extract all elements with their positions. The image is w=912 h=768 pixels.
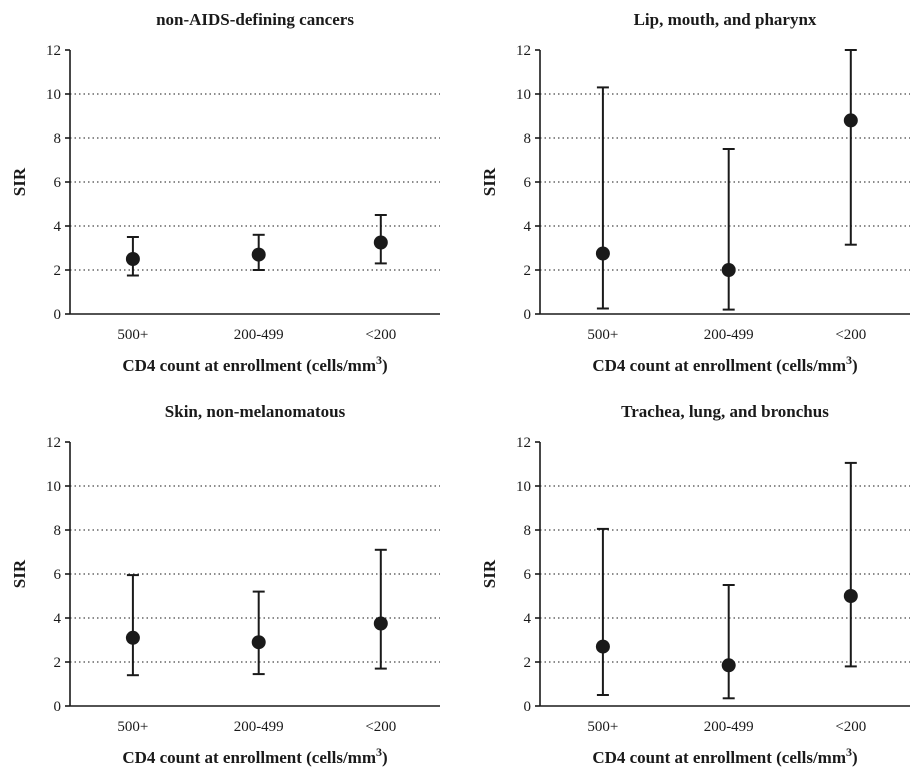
chart-4-y-tick-label: 10 [516, 479, 531, 495]
chart-2-y-axis-label: SIR [480, 167, 499, 196]
chart-2-y-tick-label: 12 [516, 43, 531, 59]
chart-3-data-point [373, 616, 388, 631]
chart-1-x-tick-label: 500+ [117, 327, 148, 343]
chart-3-x-axis-label-sup: 3 [376, 745, 382, 759]
chart-1-y-tick-label: 0 [54, 307, 62, 323]
chart-2-x-axis-label-sup: 3 [846, 353, 852, 367]
chart-3-y-tick-label: 6 [54, 567, 62, 583]
chart-3-x-tick-label: 200-499 [234, 719, 284, 735]
chart-4-y-tick-label: 4 [524, 611, 532, 627]
chart-4-x-axis-label: CD4 count at enrollment (cells/mm3) [592, 745, 857, 767]
chart-3-y-tick-label: 2 [54, 655, 62, 671]
chart-3-x-tick-label: 500+ [117, 719, 148, 735]
chart-3-data-point [251, 635, 266, 650]
chart-2-data-point [721, 263, 736, 277]
chart-1-title: non-AIDS-defining cancers [156, 10, 354, 29]
chart-2-y-tick-label: 4 [524, 219, 532, 235]
chart-3-y-tick-label: 4 [54, 611, 62, 627]
chart-1-x-tick-label: 200-499 [234, 327, 284, 343]
chart-3-y-tick-label: 8 [54, 523, 62, 539]
chart-4-x-tick-label: 200-499 [704, 719, 754, 735]
chart-4-x-tick-label: 500+ [587, 719, 618, 735]
chart-1-y-tick-label: 4 [54, 219, 62, 235]
chart-1-data-point [373, 235, 388, 250]
chart-1-y-tick-label: 12 [46, 43, 61, 59]
chart-1-x-tick-label: <200 [365, 327, 396, 343]
chart-3-x-tick-label: <200 [365, 719, 396, 735]
chart-2-x-tick-label: <200 [835, 327, 866, 343]
chart-4-y-tick-label: 6 [524, 567, 532, 583]
chart-1-x-axis-label-tail: ) [382, 356, 388, 375]
chart-1-y-tick-label: 8 [54, 131, 62, 147]
chart-4-data-point [721, 658, 736, 673]
chart-3-panel: Skin, non-melanomatous 0 2 4 6 8 10 12 500+ 200-4… [10, 402, 440, 767]
chart-2-data-point [843, 113, 858, 128]
chart-2-y-tick-label: 2 [524, 263, 532, 279]
chart-4-panel: Trachea, lung, and bronchus 0 2 4 6 8 10 12 500+… [480, 402, 910, 767]
chart-1-x-axis-label-main: CD4 count at enrollment (cells/mm [122, 356, 376, 375]
chart-3-title: Skin, non-melanomatous [165, 402, 346, 421]
chart-2-y-tick-label: 10 [516, 87, 531, 103]
chart-1-y-axis-label: SIR [10, 167, 29, 196]
chart-4-y-tick-label: 2 [524, 655, 532, 671]
chart-2-panel: Lip, mouth, and pharynx 0 2 4 6 8 10 12 500+ 200-… [480, 10, 910, 375]
chart-3-data-point [125, 630, 140, 645]
chart-2-x-axis-label: CD4 count at enrollment (cells/mm3) [592, 353, 857, 375]
chart-3-y-tick-label: 12 [46, 435, 61, 451]
chart-4-x-axis-label-sup: 3 [846, 745, 852, 759]
chart-4-x-tick-label: <200 [835, 719, 866, 735]
chart-1-y-tick-label: 2 [54, 263, 62, 279]
chart-1-data-point [251, 247, 266, 262]
chart-1-x-axis-label-sup: 3 [376, 353, 382, 367]
chart-4-x-axis-label-main: CD4 count at enrollment (cells/mm [592, 748, 846, 767]
chart-4-data-point [595, 639, 610, 654]
chart-4-y-axis-label: SIR [480, 559, 499, 588]
chart-4-y-tick-label: 8 [524, 523, 532, 539]
chart-1-y-tick-label: 10 [46, 87, 61, 103]
chart-3-x-axis-label: CD4 count at enrollment (cells/mm3) [122, 745, 387, 767]
chart-3-y-axis-label: SIR [10, 559, 29, 588]
chart-2-x-axis-label-tail: ) [852, 356, 858, 375]
chart-4-x-axis-label-tail: ) [852, 748, 858, 767]
chart-3-y-tick-label: 0 [54, 699, 62, 715]
chart-4-y-tick-label: 12 [516, 435, 531, 451]
chart-2-y-tick-label: 8 [524, 131, 532, 147]
chart-3-x-axis-label-tail: ) [382, 748, 388, 767]
chart-4-data-point [843, 589, 858, 603]
chart-2-y-tick-label: 6 [524, 175, 532, 191]
chart-3-y-tick-label: 10 [46, 479, 61, 495]
chart-2-data-point [595, 246, 610, 261]
chart-4-title: Trachea, lung, and bronchus [621, 402, 829, 421]
chart-2-title: Lip, mouth, and pharynx [634, 10, 817, 29]
chart-1-x-axis-label: CD4 count at enrollment (cells/mm3) [122, 353, 387, 375]
chart-2-x-tick-label: 500+ [587, 327, 618, 343]
chart-1-panel: non-AIDS-defining cancers 0 2 4 6 8 10 12 500+ 20… [10, 10, 440, 375]
chart-1-y-tick-label: 6 [54, 175, 62, 191]
chart-1-data-point [125, 252, 140, 266]
chart-2-x-tick-label: 200-499 [704, 327, 754, 343]
chart-2-x-axis-label-main: CD4 count at enrollment (cells/mm [592, 356, 846, 375]
chart-4-y-tick-label: 0 [524, 699, 532, 715]
chart-2-y-tick-label: 0 [524, 307, 532, 323]
chart-3-x-axis-label-main: CD4 count at enrollment (cells/mm [122, 748, 376, 767]
